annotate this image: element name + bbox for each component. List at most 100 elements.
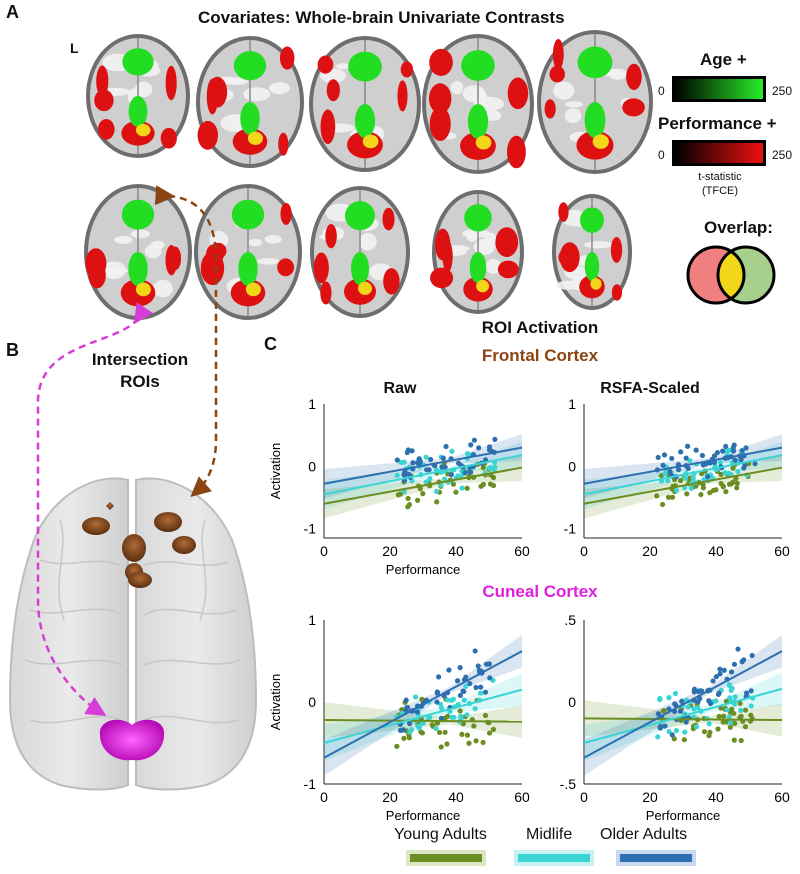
data-point [433,488,440,494]
data-point [672,701,678,707]
age-colorbar-title: Age + [700,50,747,69]
overlap-title: Overlap: [704,218,773,237]
tfce-label: (TFCE) [701,185,739,197]
x-tick-label: 0 [320,543,328,559]
data-point [716,690,722,696]
data-point [743,445,749,451]
y-tick-label: -1 [564,521,577,537]
data-point [717,671,723,677]
data-point [440,455,446,461]
data-point [467,680,473,687]
data-point [426,467,432,473]
data-point [679,698,685,704]
frontal-cortex-title: Frontal Cortex [481,346,599,365]
data-point [480,481,487,488]
data-point [486,444,493,450]
data-point [407,720,413,727]
data-point [681,737,687,743]
data-point [662,723,668,729]
frontal-link-arrow [154,185,218,497]
data-point [659,501,666,508]
data-point [723,489,729,495]
data-point [665,494,672,500]
data-point [480,739,486,746]
data-point [726,714,732,720]
y-tick-label: 0 [308,458,316,474]
legend-older-swatch [620,854,692,862]
data-point [706,721,712,727]
data-point [439,705,445,711]
data-point [414,497,421,503]
data-point [739,448,745,454]
data-point [455,460,462,466]
data-point [673,727,680,734]
data-point [463,683,469,689]
x-tick-label: 20 [382,543,398,559]
fit-line [323,719,523,723]
data-point [657,695,663,701]
data-point [457,665,463,671]
frontal-scaled-scatter: 10-10 20 40 60 [564,398,790,559]
fit-line [323,650,523,759]
data-point [459,731,465,737]
fit-line [323,466,523,505]
fit-line [583,446,783,485]
data-point [691,686,698,692]
cuneal-link-arrow [36,302,154,716]
data-point [669,455,675,462]
data-point [433,725,439,732]
right-hemisphere [135,477,258,791]
data-point [734,480,740,486]
data-point [676,467,682,473]
data-point [420,491,426,497]
x-tick-label: 20 [382,789,398,805]
data-point [472,706,478,712]
x-tick-label: 40 [708,543,724,559]
data-point [464,712,470,718]
data-point [660,708,666,714]
cuneal-cortex-title: Cuneal Cortex [482,582,598,601]
data-point [732,720,738,726]
data-point [458,716,464,722]
data-point [685,465,691,471]
data-point [409,448,415,454]
fit-line [583,650,783,759]
data-point [715,726,721,732]
data-point [464,485,470,491]
data-point [444,741,450,747]
data-point [434,689,440,695]
data-point [436,729,443,736]
data-point [684,491,690,497]
data-point [468,442,474,448]
data-point [660,462,666,468]
data-point [685,704,691,710]
data-point [467,469,474,475]
data-point [683,719,689,725]
panel-a-letter: A [6,2,19,22]
data-point [726,470,732,476]
data-point [472,648,478,654]
data-point [701,729,708,735]
data-point [453,489,459,495]
data-point [738,737,744,744]
y-tick-label: 1 [308,398,316,412]
data-point [461,688,467,695]
tstat-label: t-statistic [698,171,742,183]
data-point [473,684,479,691]
data-point [442,464,448,470]
data-point [732,457,738,463]
venn-overlap-region [718,251,744,299]
data-point [478,684,484,690]
x-axis-label: Performance [386,562,460,577]
data-point [683,455,689,461]
data-point [718,471,724,477]
legend-older-label: Older Adults [600,826,688,843]
data-point [710,678,716,684]
data-point [449,714,455,720]
roi-link-arrows [36,185,218,716]
data-point [480,465,486,471]
data-point [742,724,749,730]
data-point [455,473,461,479]
data-point [739,659,745,665]
